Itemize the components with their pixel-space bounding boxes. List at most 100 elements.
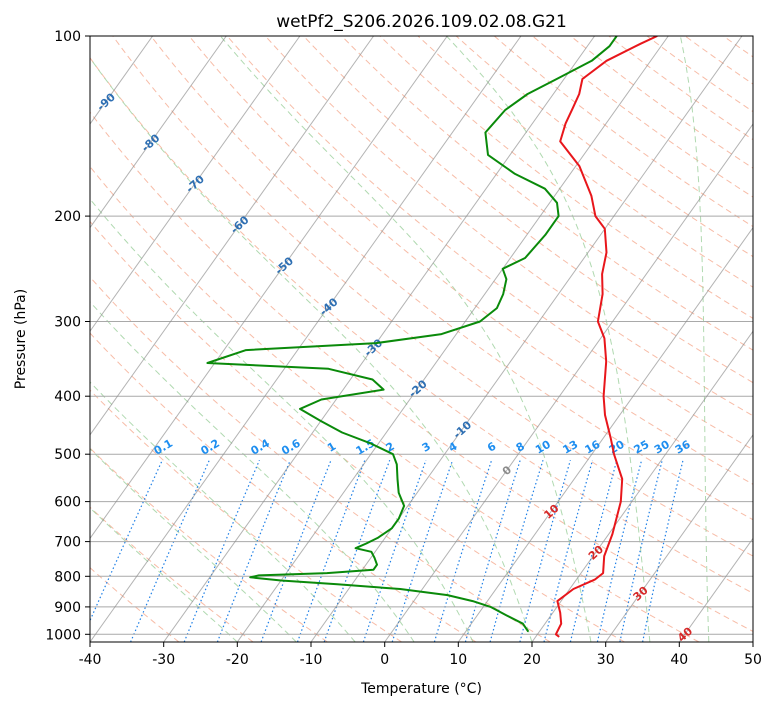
mixing-ratio-label: 4 [446, 439, 459, 454]
x-tick-label: 40 [670, 652, 688, 668]
chart-title: wetPf2_S206.2026.109.02.08.G21 [276, 12, 567, 32]
dry-adiabat-line [341, 36, 753, 351]
mixing-ratio-line [596, 460, 643, 642]
mixing-ratio-line [519, 460, 571, 642]
dewpoint-profile-line [206, 36, 618, 633]
isotherm-label: 10 [541, 502, 561, 522]
isotherm-line [90, 36, 301, 333]
x-tick-label: 0 [380, 652, 389, 668]
plot-area: -100-90-80-70-60-50-40-30-20-10010203040… [0, 36, 753, 642]
mixing-ratio-line [433, 460, 493, 642]
mixing-ratio-line [362, 460, 427, 642]
y-axis-ticks: 1000 900 800 700 600 500 400 300 200 100 [45, 29, 90, 643]
moist-adiabat-line [679, 36, 710, 642]
dry-adiabat-line [265, 36, 753, 417]
mixing-ratio-line [183, 459, 260, 642]
dry-adiabat-line [532, 36, 753, 198]
x-tick-label: 10 [449, 652, 467, 668]
isotherm-line [236, 36, 669, 642]
isotherm-line [90, 36, 227, 229]
x-tick-label: -10 [300, 652, 323, 668]
isotherm-line [531, 330, 753, 642]
mixing-ratio-line [543, 460, 594, 642]
isotherm-label: -100 [47, 47, 76, 75]
y-axis-title: Pressure (hPa) [13, 289, 29, 389]
mixing-ratio-lines [90, 459, 684, 642]
mixing-ratio-line [296, 459, 366, 642]
y-tick-label: 800 [54, 569, 81, 585]
dry-adiabat-line [90, 57, 753, 594]
x-axis-title: Temperature (°C) [360, 681, 482, 697]
isotherm-label: -60 [228, 213, 252, 236]
isotherm-line [90, 36, 522, 642]
isotherm-label: -90 [95, 90, 119, 113]
y-tick-label: 900 [54, 600, 81, 616]
mixing-ratio-label: 6 [485, 439, 498, 454]
dry-adiabat-line [188, 36, 753, 485]
dry-adiabat-line [455, 36, 753, 258]
isotherm-line [678, 537, 753, 642]
mixing-ratio-line [619, 460, 663, 642]
moist-adiabat-line [446, 36, 651, 642]
mixing-ratio-label: 3 [420, 440, 433, 455]
dry-adiabat-line [570, 36, 753, 169]
isotherm-label: -40 [317, 295, 341, 318]
x-tick-label: -20 [226, 652, 249, 668]
isotherm-gridlines [0, 36, 753, 642]
dry-adiabat-line [90, 389, 402, 642]
x-tick-label: -40 [79, 652, 102, 668]
y-tick-label: 600 [54, 495, 81, 511]
dry-adiabat-line [90, 165, 700, 642]
dry-adiabat-line [646, 36, 753, 113]
isotherm-line [605, 433, 753, 642]
profiles [206, 36, 658, 638]
dry-adiabat-line [608, 36, 753, 141]
isotherm-label: 30 [631, 584, 651, 604]
isobar-gridlines [90, 36, 753, 635]
mixing-ratio-line [323, 459, 391, 642]
moist-adiabat-line [90, 507, 238, 642]
mixing-ratio-line [642, 460, 684, 642]
mixing-ratio-line [464, 460, 521, 642]
moist-adiabat-line [90, 57, 533, 642]
dry-adiabat-line [303, 36, 753, 384]
moist-adiabat-line [90, 301, 415, 642]
y-tick-label: 1000 [45, 627, 81, 643]
mixing-ratio-line [90, 459, 163, 623]
dry-adiabat-line [90, 111, 753, 632]
mixing-ratio-line [391, 460, 454, 642]
dry-adiabat-line [90, 220, 625, 642]
y-tick-label: 500 [54, 447, 81, 463]
x-tick-label: -30 [152, 652, 175, 668]
isotherm-line [90, 36, 448, 540]
temperature-profile-line [554, 36, 658, 638]
dry-adiabat-line [112, 36, 753, 557]
mixing-ratio-line [216, 459, 291, 642]
dry-adiabat-line [90, 276, 551, 642]
y-tick-label: 400 [54, 389, 81, 405]
mixing-ratio-line [130, 459, 210, 642]
mixing-ratio-line [260, 459, 332, 642]
isotherm-line [90, 36, 375, 436]
mixing-ratio-line [489, 460, 544, 642]
dry-adiabat-line [90, 506, 254, 642]
moist-adiabat-line [220, 36, 592, 642]
x-tick-label: 30 [597, 652, 615, 668]
isotherm-label: -10 [451, 418, 475, 441]
isotherm-line [0, 36, 5, 642]
dry-adiabat-line [493, 36, 753, 228]
dry-adiabats [90, 36, 753, 642]
isotherm-line [163, 36, 596, 642]
isotherm-label: -80 [139, 131, 163, 154]
isotherm-line [752, 641, 753, 642]
x-tick-label: 50 [744, 652, 762, 668]
isotherm-label: -50 [273, 254, 297, 277]
isotherm-line [310, 36, 743, 642]
isotherm-line [457, 226, 753, 642]
isotherm-label: -20 [406, 377, 430, 400]
isotherm-label: 0 [500, 463, 515, 478]
isotherm-line [384, 123, 753, 642]
isotherm-line [0, 36, 79, 642]
